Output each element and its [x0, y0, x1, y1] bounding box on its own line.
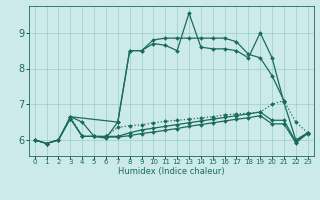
X-axis label: Humidex (Indice chaleur): Humidex (Indice chaleur): [118, 167, 225, 176]
